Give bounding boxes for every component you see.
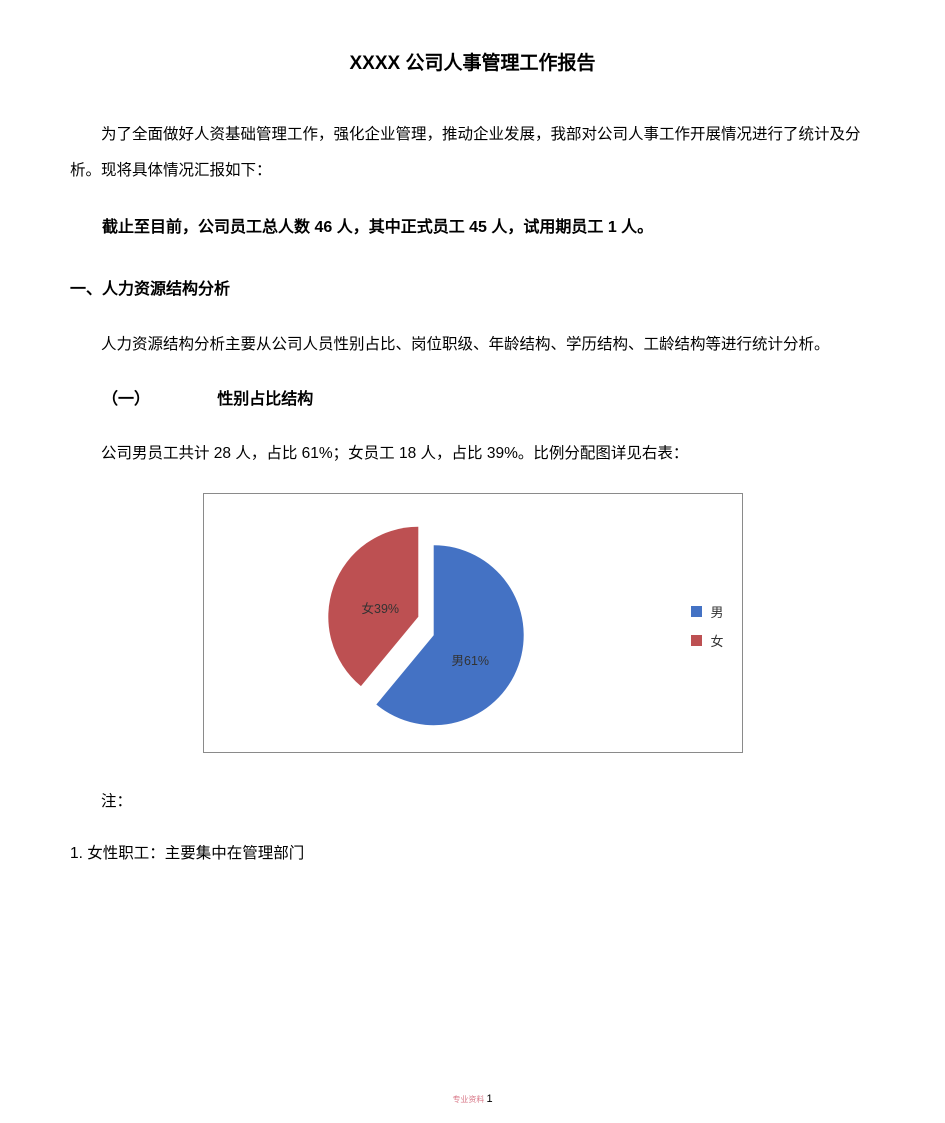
page-footer: 专业资料1 bbox=[0, 1093, 945, 1105]
section-heading-1: 一、人力资源结构分析 bbox=[70, 275, 875, 299]
legend-swatch bbox=[691, 606, 702, 617]
gender-paragraph: 公司男员工共计 28 人，占比 61%；女员工 18 人，占比 39%。比例分配… bbox=[70, 437, 875, 471]
page-number: 1 bbox=[486, 1093, 492, 1105]
legend-text: 女 bbox=[710, 631, 723, 650]
legend-swatch bbox=[691, 635, 702, 646]
section-title: 人力资源结构分析 bbox=[102, 281, 230, 298]
gender-pie-chart: 男61% 女39% 男女 bbox=[203, 493, 743, 753]
subsection-heading-1: （一） 性别占比结构 bbox=[70, 385, 875, 409]
pie-svg bbox=[204, 494, 744, 754]
subsection-number: （一） bbox=[102, 391, 150, 408]
chart-legend: 男女 bbox=[691, 602, 723, 660]
legend-item: 男 bbox=[691, 602, 723, 621]
note-heading: 注： bbox=[70, 789, 875, 811]
legend-item: 女 bbox=[691, 631, 723, 650]
pie-slice-label: 男61% bbox=[452, 650, 490, 669]
pie-slice-label: 女39% bbox=[362, 598, 400, 617]
section1-paragraph: 人力资源结构分析主要从公司人员性别占比、岗位职级、年龄结构、学历结构、工龄结构等… bbox=[70, 327, 875, 363]
section-number: 一、 bbox=[70, 275, 102, 299]
legend-text: 男 bbox=[710, 602, 723, 621]
page-title: XXXX 公司人事管理工作报告 bbox=[70, 48, 875, 75]
subsection-title: 性别占比结构 bbox=[185, 385, 313, 409]
intro-paragraph: 为了全面做好人资基础管理工作，强化企业管理，推动企业发展，我部对公司人事工作开展… bbox=[70, 117, 875, 188]
summary-bold: 截止至目前，公司员工总人数 46 人，其中正式员工 45 人，试用期员工 1 人… bbox=[70, 210, 875, 245]
footer-tiny-text: 专业资料 bbox=[452, 1095, 484, 1104]
note-item-1: 1. 女性职工：主要集中在管理部门 bbox=[70, 841, 875, 863]
